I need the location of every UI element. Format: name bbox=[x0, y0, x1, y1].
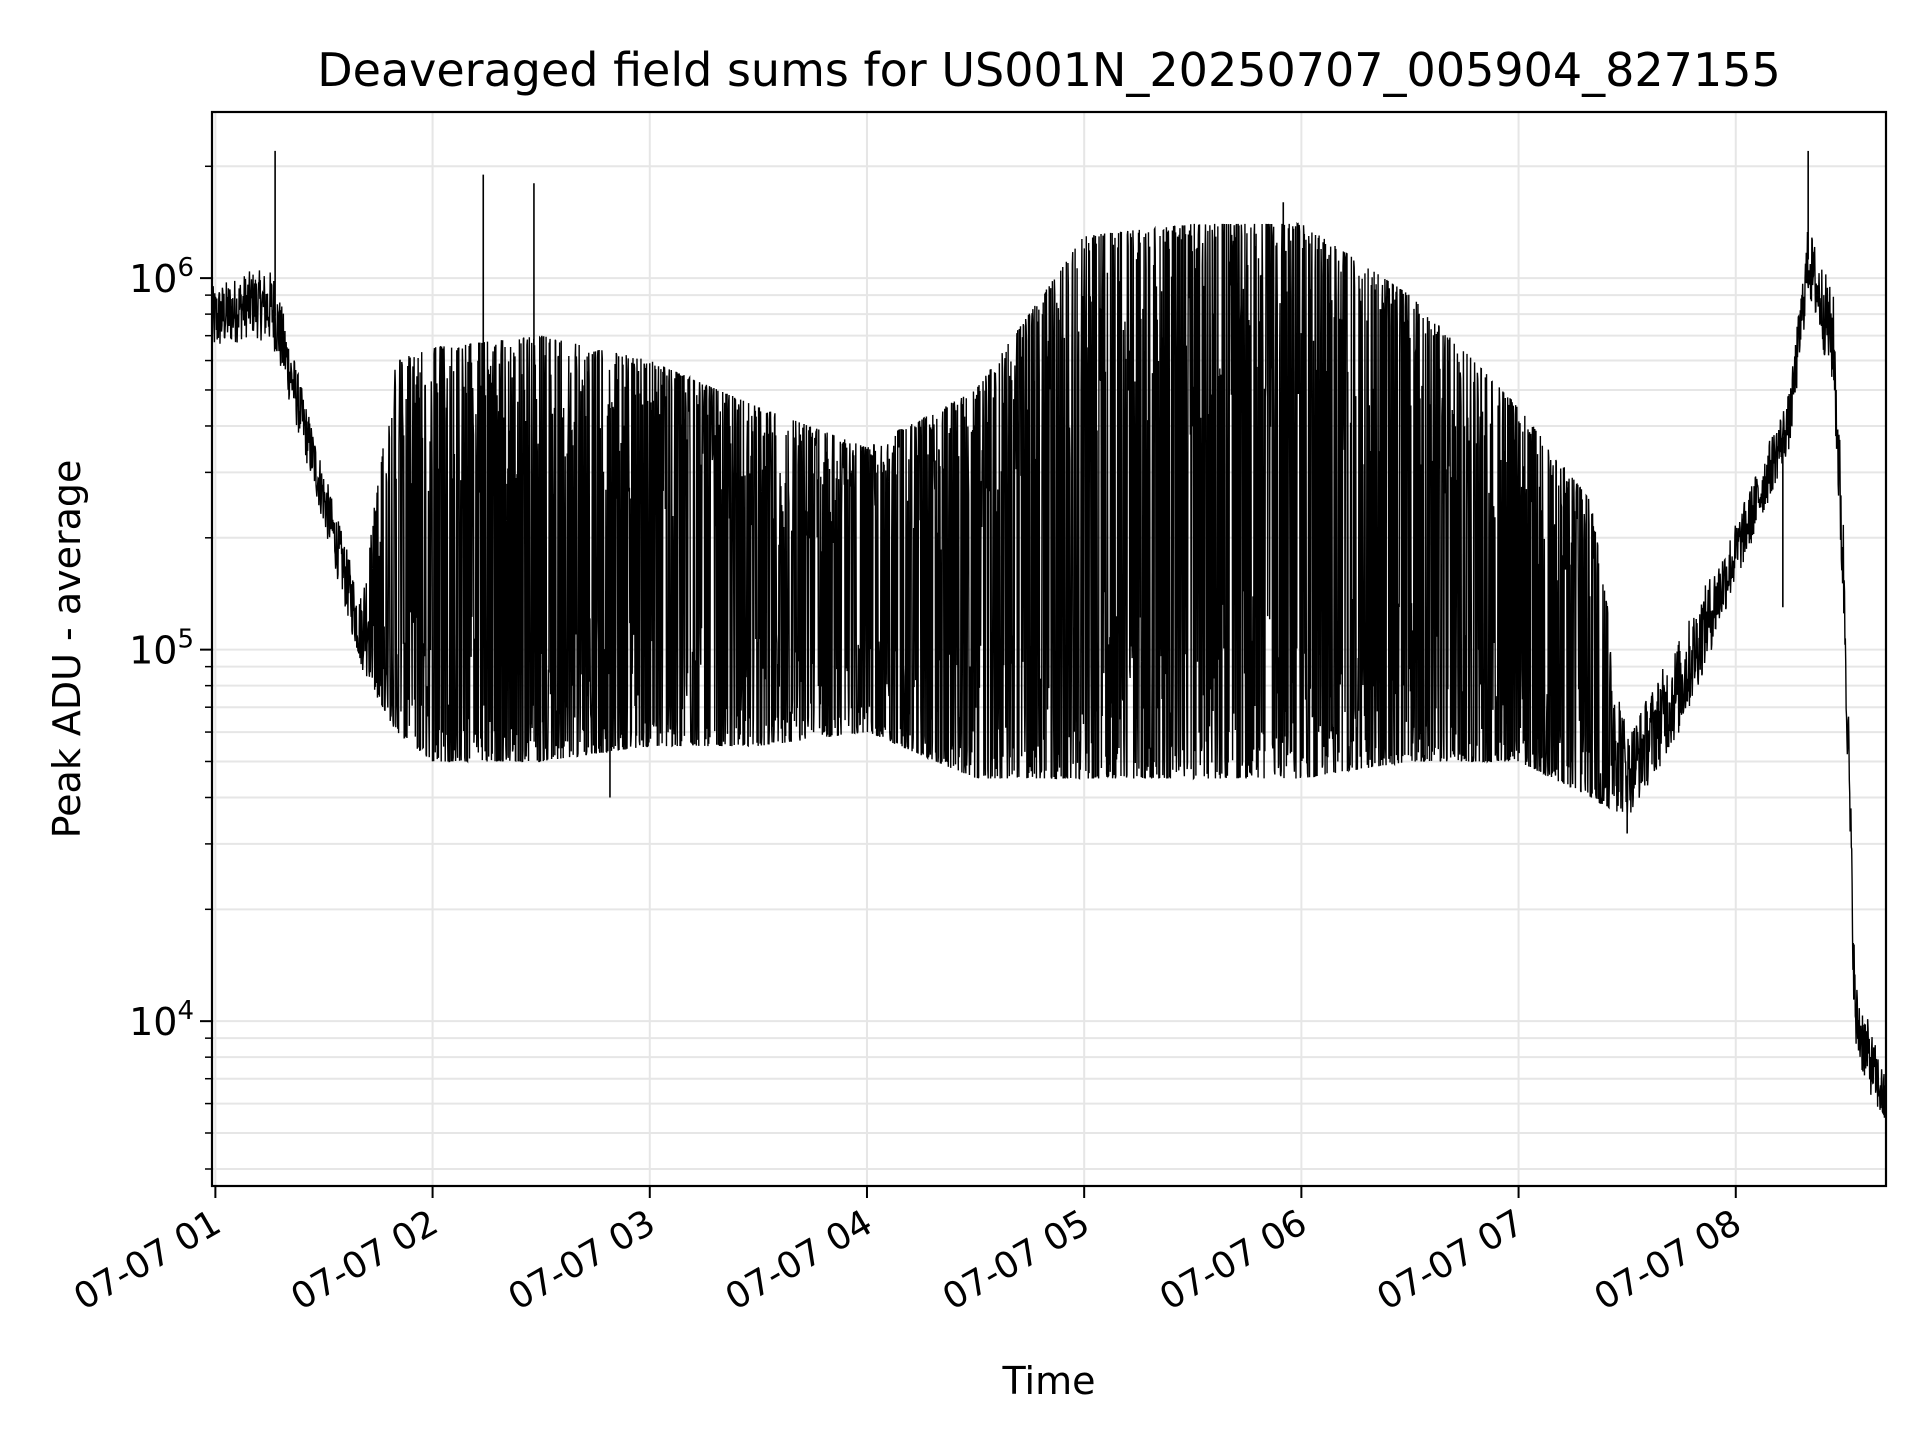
data-series bbox=[211, 150, 1887, 1122]
y-axis-label: Peak ADU - average bbox=[45, 460, 89, 839]
series-line bbox=[211, 221, 1887, 1122]
y-tick-label: 104 bbox=[129, 996, 194, 1044]
y-axis: 104 105 106 bbox=[129, 165, 212, 1170]
chart-title: Deaveraged field sums for US001N_2025070… bbox=[317, 43, 1781, 97]
x-axis-label: Time bbox=[1002, 1359, 1096, 1403]
y-tick-label: 106 bbox=[129, 253, 194, 301]
y-tick-label: 105 bbox=[129, 625, 194, 673]
